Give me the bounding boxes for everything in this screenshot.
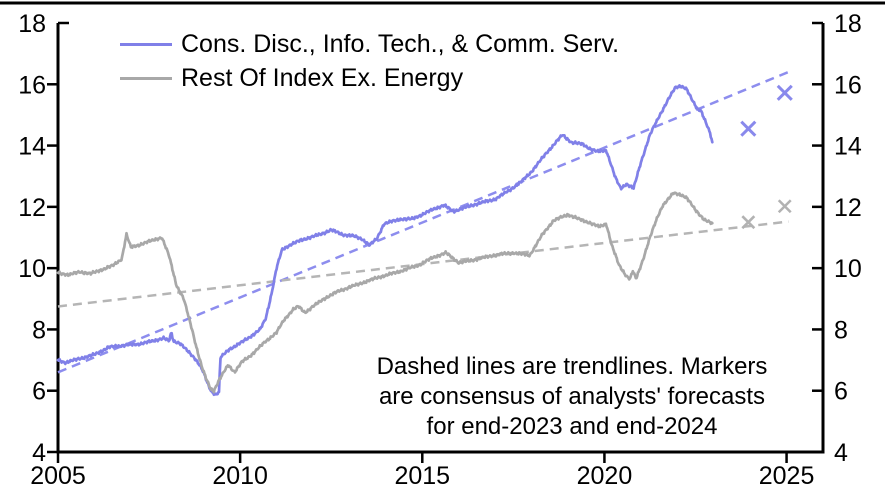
x-axis-tick-label: 2025: [759, 462, 815, 490]
y-axis-tick-label-right: 6: [834, 378, 848, 406]
y-axis-tick-label-left: 14: [18, 133, 46, 161]
x-axis-tick-label: 2020: [577, 462, 633, 490]
forecast-x-marker-0: [776, 84, 793, 101]
forecast-x-marker-0: [740, 120, 757, 137]
y-axis-tick-label-left: 12: [18, 194, 46, 222]
y-axis-tick-label-left: 4: [32, 439, 46, 467]
y-axis-tick-label-right: 10: [834, 255, 862, 283]
series-line-1: [56, 191, 714, 394]
legend: Cons. Disc., Info. Tech., & Comm. Serv. …: [120, 27, 619, 95]
legend-label-cons-disc: Cons. Disc., Info. Tech., & Comm. Serv.: [181, 29, 620, 58]
legend-item-rest-of-index: Rest Of Index Ex. Energy: [120, 61, 619, 95]
y-axis-tick-label-left: 10: [18, 255, 46, 283]
y-axis-tick-label-right: 16: [834, 71, 862, 99]
legend-line-swatch-blue: [120, 42, 172, 46]
y-axis-tick-label-right: 4: [834, 439, 848, 467]
y-axis-tick-label-left: 6: [32, 378, 46, 406]
series-line-0: [56, 84, 714, 397]
y-axis-tick-label-right: 14: [834, 133, 862, 161]
y-axis-tick-label-left: 16: [18, 71, 46, 99]
footnote-line-3: for end-2023 and end-2024: [426, 413, 718, 440]
forecast-x-marker-1: [741, 215, 756, 230]
legend-line-swatch-gray: [120, 76, 172, 80]
trendline-footnote: Dashed lines are trendlines. Markers are…: [377, 352, 768, 442]
footnote-line-1: Dashed lines are trendlines. Markers: [376, 353, 768, 380]
y-axis-tick-label-left: 18: [18, 10, 46, 38]
footnote-line-2: are consensus of analysts' forecasts: [378, 383, 766, 410]
legend-item-cons-disc: Cons. Disc., Info. Tech., & Comm. Serv.: [120, 27, 619, 61]
y-axis-tick-label-right: 18: [834, 10, 862, 38]
y-axis-tick-label-left: 8: [32, 316, 46, 344]
y-axis-tick-label-right: 12: [834, 194, 862, 222]
forecast-x-marker-1: [777, 199, 792, 214]
x-axis-tick-label: 2010: [212, 462, 268, 490]
x-axis-tick-label: 2005: [30, 462, 86, 490]
x-axis-tick-label: 2015: [394, 462, 450, 490]
legend-label-rest-of-index: Rest Of Index Ex. Energy: [181, 63, 464, 92]
trendline-0: [57, 70, 789, 374]
y-axis-tick-label-right: 8: [834, 316, 848, 344]
